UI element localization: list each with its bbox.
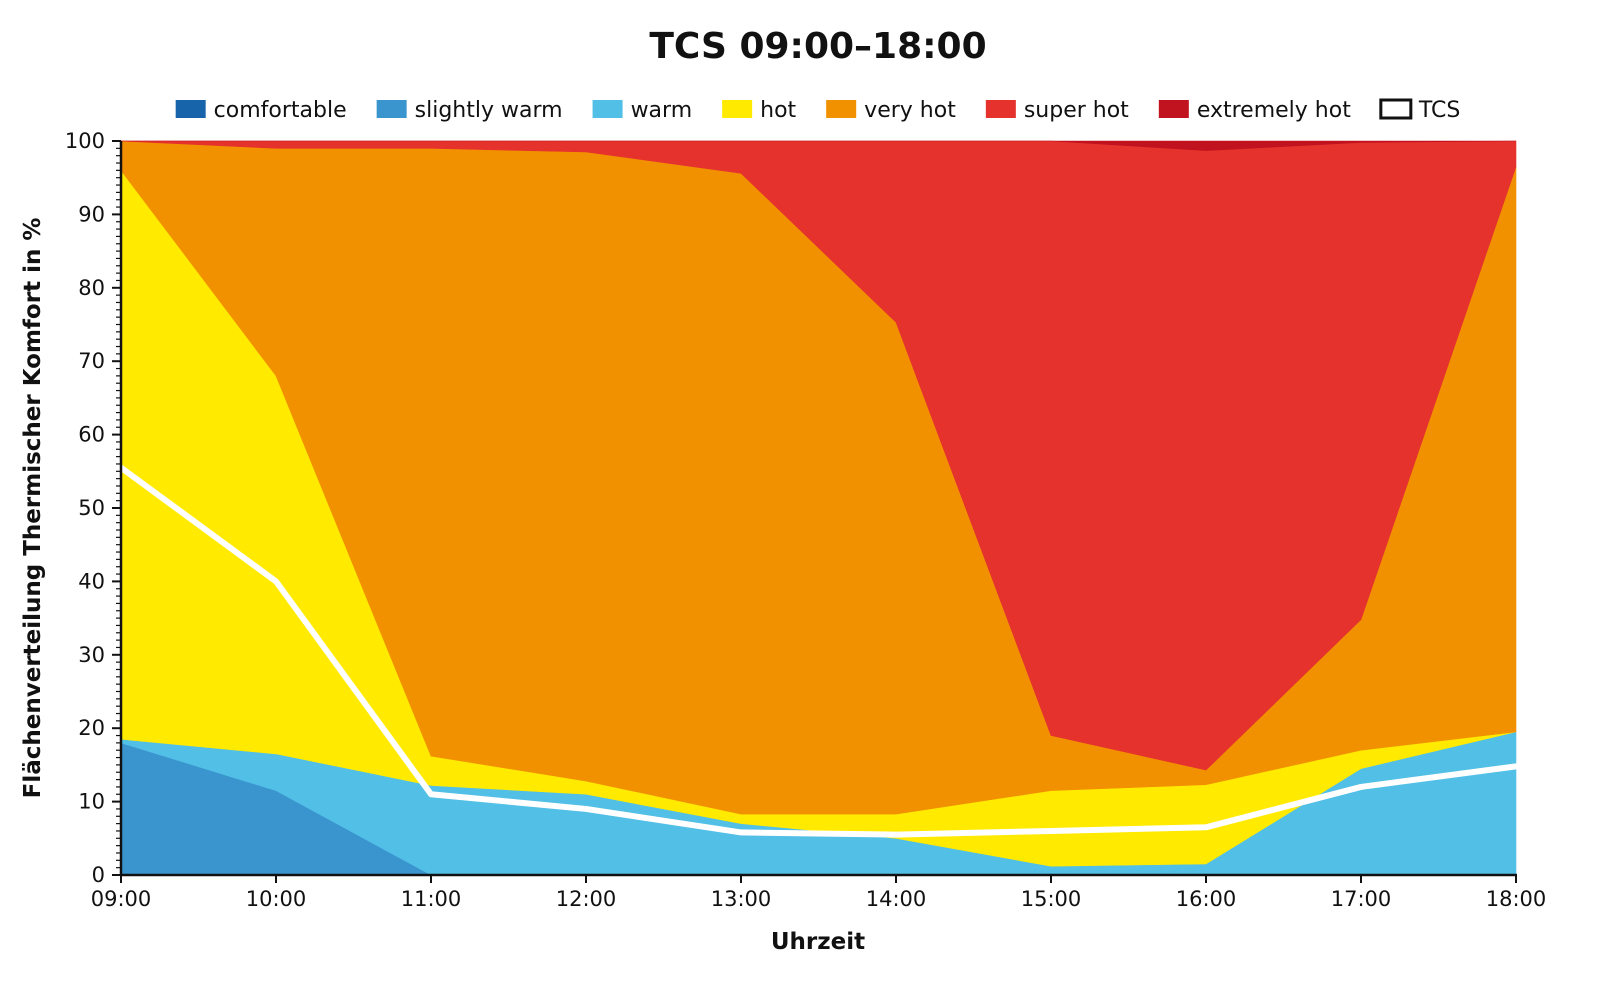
legend-label-comfortable: comfortable bbox=[214, 98, 347, 123]
y-tick-label: 90 bbox=[78, 202, 105, 226]
y-tick-label: 0 bbox=[92, 863, 105, 887]
y-tick-label: 70 bbox=[78, 349, 105, 373]
y-tick-label: 10 bbox=[78, 790, 105, 814]
tcs-line bbox=[118, 464, 1519, 838]
y-tick-label: 60 bbox=[78, 423, 105, 447]
x-axis-label: Uhrzeit bbox=[771, 929, 865, 955]
x-tick-label: 10:00 bbox=[246, 887, 307, 911]
legend-swatch-warm bbox=[592, 100, 623, 118]
legend-swatch-TCS bbox=[1379, 98, 1413, 120]
y-tick-label: 50 bbox=[78, 496, 105, 520]
x-tick-label: 13:00 bbox=[711, 887, 772, 911]
stacked-areas bbox=[120, 140, 1517, 876]
legend-label-TCS: TCS bbox=[1418, 98, 1460, 123]
legend-swatch-comfortable bbox=[175, 100, 206, 118]
axes: 0 10 20 30 40 50 60 70 80 90 100 09:00 10:00 11:00 12:… bbox=[65, 129, 1546, 911]
legend-swatch-super-hot bbox=[985, 100, 1016, 118]
legend-label-very-hot: very hot bbox=[864, 98, 956, 123]
y-tick-label: 30 bbox=[78, 643, 105, 667]
legend-label-slightly-warm: slightly warm bbox=[415, 98, 563, 123]
legend-label-extremely-hot: extremely hot bbox=[1197, 98, 1351, 123]
legend-swatch-slightly-warm bbox=[376, 100, 407, 118]
x-tick-label: 11:00 bbox=[401, 887, 462, 911]
legend-swatch-hot bbox=[722, 100, 753, 118]
area-extremely-hot bbox=[121, 140, 1517, 151]
x-tick-label: 16:00 bbox=[1176, 887, 1237, 911]
legend: comfortable slightly warm warm hot very hot s… bbox=[175, 98, 1460, 123]
x-tick-label: 09:00 bbox=[91, 887, 152, 911]
y-tick-label: 20 bbox=[78, 716, 105, 740]
x-tick-label: 15:00 bbox=[1021, 887, 1082, 911]
legend-label-warm: warm bbox=[631, 98, 693, 123]
y-tick-label: 80 bbox=[78, 276, 105, 300]
tcs-line-layer bbox=[118, 464, 1519, 838]
legend-label-hot: hot bbox=[760, 98, 796, 123]
legend-label-super-hot: super hot bbox=[1024, 98, 1129, 123]
x-tick-label: 14:00 bbox=[866, 887, 927, 911]
legend-swatch-extremely-hot bbox=[1158, 100, 1189, 118]
x-tick-label: 12:00 bbox=[556, 887, 617, 911]
y-tick-label: 40 bbox=[78, 569, 105, 593]
y-tick-label: 100 bbox=[65, 129, 105, 153]
x-tick-label: 17:00 bbox=[1331, 887, 1392, 911]
x-tick-label: 18:00 bbox=[1486, 887, 1547, 911]
chart-title: TCS 09:00–18:00 bbox=[649, 26, 986, 67]
y-axis-label: Flächenverteilung Thermischer Komfort in… bbox=[20, 218, 46, 799]
legend-swatch-very-hot bbox=[826, 100, 857, 118]
